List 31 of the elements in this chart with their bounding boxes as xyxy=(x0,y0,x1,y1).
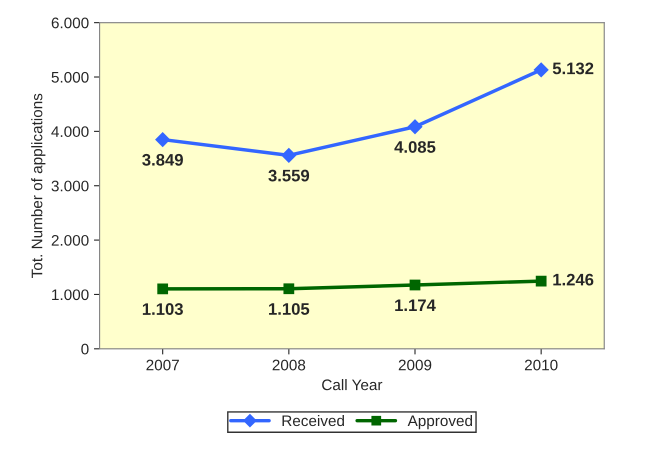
y-tick-label: 4.000 xyxy=(51,126,89,138)
y-tick-label: 0 xyxy=(81,344,89,354)
data-label: 3.849 xyxy=(142,154,183,166)
point xyxy=(534,62,549,78)
legend-label: Received xyxy=(282,414,344,426)
point xyxy=(283,283,294,294)
y-axis-title: Tot. Number of applications xyxy=(31,94,46,278)
data-label: 3.559 xyxy=(268,170,310,182)
x-tick-label: 2007 xyxy=(146,360,179,370)
x-tick-label: 2010 xyxy=(524,360,558,370)
data-label: 1.103 xyxy=(142,303,183,316)
y-tick-label: 5.000 xyxy=(52,72,89,83)
point xyxy=(157,283,168,294)
x-tick-label: 2009 xyxy=(398,360,432,370)
point xyxy=(155,132,170,147)
data-label: 1.246 xyxy=(553,274,594,286)
data-label: 5.132 xyxy=(552,62,594,74)
y-tick-label: 1.000 xyxy=(52,289,89,300)
y-tick-label: 6.000 xyxy=(52,18,89,28)
y-tick-label: 2.000 xyxy=(52,234,89,246)
data-label: 1.105 xyxy=(269,303,310,315)
point xyxy=(410,280,420,290)
point xyxy=(281,148,296,163)
point xyxy=(536,276,547,286)
x-axis-title: Call Year xyxy=(322,379,382,390)
point xyxy=(408,119,422,134)
y-tick-label: 3.000 xyxy=(52,180,89,192)
legend-label: Approved xyxy=(408,414,472,430)
data-label: 4.085 xyxy=(394,141,436,153)
x-tick-label: 2008 xyxy=(272,360,306,370)
data-label: 1.174 xyxy=(395,299,436,311)
